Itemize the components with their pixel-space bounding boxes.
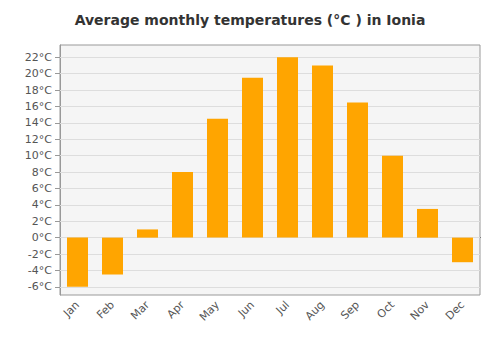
- svg-text:Oct: Oct: [374, 298, 397, 321]
- svg-text:12°C: 12°C: [25, 133, 52, 146]
- svg-text:Sep: Sep: [338, 298, 362, 322]
- svg-text:May: May: [197, 298, 223, 324]
- svg-text:Aug: Aug: [303, 298, 327, 322]
- svg-text:10°C: 10°C: [25, 149, 52, 162]
- svg-text:18°C: 18°C: [25, 84, 52, 97]
- svg-text:8°C: 8°C: [32, 166, 52, 179]
- svg-text:Average monthly temperatures (: Average monthly temperatures (°C ) in Io…: [75, 12, 426, 28]
- svg-text:22°C: 22°C: [25, 51, 52, 64]
- svg-text:Feb: Feb: [94, 298, 117, 321]
- svg-text:14°C: 14°C: [25, 116, 52, 129]
- svg-text:20°C: 20°C: [25, 67, 52, 80]
- svg-text:6°C: 6°C: [32, 182, 52, 195]
- svg-text:-4°C: -4°C: [28, 264, 52, 277]
- svg-text:-2°C: -2°C: [28, 248, 52, 261]
- svg-text:Apr: Apr: [164, 298, 187, 321]
- svg-text:16°C: 16°C: [25, 100, 52, 113]
- svg-text:Jul: Jul: [273, 298, 292, 317]
- svg-text:0°C: 0°C: [32, 231, 52, 244]
- svg-text:Nov: Nov: [408, 298, 433, 323]
- svg-text:Dec: Dec: [443, 298, 467, 322]
- svg-text:Jan: Jan: [60, 298, 82, 320]
- svg-text:4°C: 4°C: [32, 198, 52, 211]
- svg-text:2°C: 2°C: [32, 215, 52, 228]
- svg-text:-6°C: -6°C: [28, 280, 52, 293]
- svg-text:Jun: Jun: [235, 298, 257, 320]
- svg-text:Mar: Mar: [128, 298, 152, 322]
